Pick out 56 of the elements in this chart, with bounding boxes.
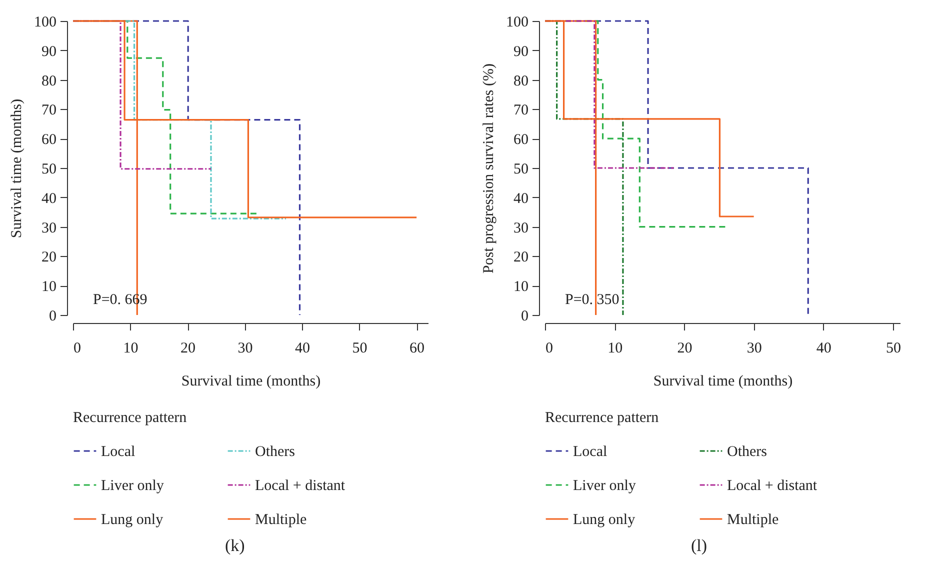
x-tick-label: 40 <box>295 340 310 356</box>
y-tick-label: 100 <box>506 14 528 30</box>
y-tick-label: 80 <box>42 73 56 90</box>
y-tick-label: 90 <box>514 44 528 60</box>
x-tick-label: 50 <box>886 340 902 356</box>
x-tick-label: 10 <box>608 340 623 356</box>
legend-label: Local + distant <box>255 478 346 494</box>
y-tick-label: 20 <box>42 250 56 266</box>
y-tick-label: 20 <box>514 250 528 266</box>
legend-label: Multiple <box>255 512 308 528</box>
y-tick-label: 0 <box>49 308 56 324</box>
y-tick-label: 10 <box>42 279 56 296</box>
legend-label: Lung only <box>573 512 636 528</box>
y-tick-label: 10 <box>514 279 528 296</box>
legend-title: Recurrence pattern <box>545 410 660 426</box>
x-tick-label: 10 <box>123 340 138 356</box>
y-axis-title: Survival time (months) <box>9 98 25 238</box>
x-tick-label: 30 <box>238 340 253 356</box>
y-tick-label: 60 <box>514 132 528 148</box>
y-tick-label: 80 <box>514 73 528 90</box>
y-tick-label: 70 <box>42 102 56 119</box>
x-tick-label: 30 <box>746 340 762 356</box>
legend-label: Liver only <box>573 478 636 494</box>
legend-label: Liver only <box>101 478 164 494</box>
legend-label: Multiple <box>727 512 780 528</box>
y-tick-label: 100 <box>34 14 56 30</box>
y-tick-label: 30 <box>42 220 56 236</box>
legend-label: Lung only <box>101 512 164 528</box>
x-tick-label: 0 <box>74 340 81 356</box>
y-axis-title: Post progression survival rates (%) <box>481 64 497 274</box>
x-tick-label: 50 <box>352 340 368 356</box>
y-tick-label: 50 <box>514 162 528 178</box>
x-tick-label: 20 <box>677 340 692 356</box>
text: (k) <box>225 536 245 556</box>
x-tick-label: 20 <box>180 340 196 356</box>
x-axis-title: Survival time (months) <box>181 374 321 390</box>
annotation: P=0. 350 <box>565 292 620 308</box>
legend-label: Others <box>255 444 296 460</box>
legend-label: Others <box>727 444 768 460</box>
legend-label: Local <box>101 444 136 460</box>
legend-label: Local <box>573 444 608 460</box>
legend-label: Local + distant <box>727 478 818 494</box>
legend-title: Recurrence pattern <box>73 410 188 426</box>
x-tick-label: 0 <box>546 340 553 356</box>
y-tick-label: 40 <box>42 190 56 207</box>
x-tick-label: 40 <box>816 340 832 356</box>
y-tick-label: 70 <box>514 102 528 119</box>
y-tick-label: 60 <box>42 132 56 148</box>
x-axis-title: Survival time (months) <box>653 374 793 390</box>
y-tick-label: 0 <box>521 308 528 324</box>
y-tick-label: 40 <box>514 190 528 207</box>
text: (l) <box>691 536 708 556</box>
y-tick-label: 90 <box>42 44 56 60</box>
y-tick-label: 30 <box>514 220 528 236</box>
y-tick-label: 50 <box>42 162 56 178</box>
x-tick-label: 60 <box>410 340 425 356</box>
